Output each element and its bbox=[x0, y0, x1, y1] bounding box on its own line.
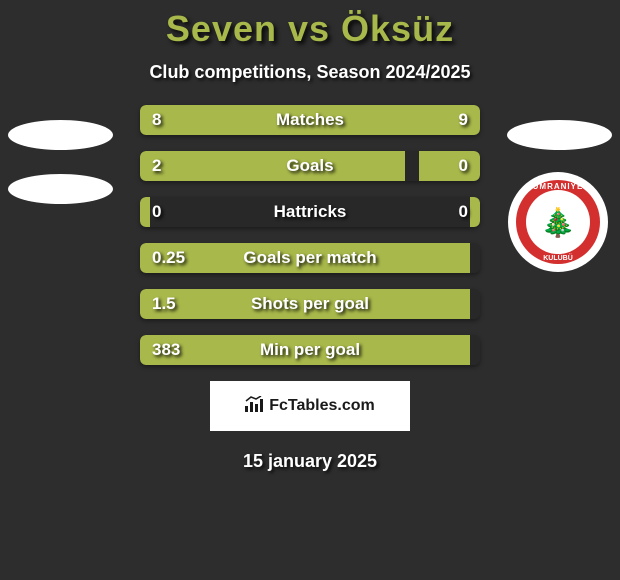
stat-label: Goals bbox=[286, 156, 333, 176]
bar-right bbox=[419, 151, 480, 181]
date-label: 15 january 2025 bbox=[0, 451, 620, 472]
stat-row: 0.25 Goals per match bbox=[140, 243, 480, 273]
club-badge: UMRANIYE 🎄 KULÜBÜ bbox=[508, 172, 608, 272]
footer-brand-box[interactable]: FcTables.com bbox=[210, 381, 410, 431]
bars-column: 8 Matches 9 2 Goals 0 0 Hattricks 0 0.25 Goals per… bbox=[140, 105, 480, 365]
stat-value-right: 0 bbox=[459, 156, 468, 176]
stat-label: Min per goal bbox=[260, 340, 360, 360]
badge-text-bottom: KULÜBÜ bbox=[543, 255, 573, 262]
stat-value-right: 9 bbox=[459, 110, 468, 130]
stat-row: 1.5 Shots per goal bbox=[140, 289, 480, 319]
player-left-avatar bbox=[8, 120, 113, 228]
stat-label: Matches bbox=[276, 110, 344, 130]
stat-label: Hattricks bbox=[274, 202, 347, 222]
chart-icon bbox=[245, 396, 265, 417]
stat-row: 2 Goals 0 bbox=[140, 151, 480, 181]
comparison-widget: Seven vs Öksüz Club competitions, Season… bbox=[0, 0, 620, 580]
badge-text-top: UMRANIYE bbox=[533, 182, 584, 191]
stat-value-left: 0.25 bbox=[152, 248, 185, 268]
stat-value-left: 0 bbox=[152, 202, 161, 222]
tree-icon: 🎄 bbox=[541, 206, 576, 239]
placeholder-shape bbox=[8, 174, 113, 204]
stat-row: 383 Min per goal bbox=[140, 335, 480, 365]
bar-left bbox=[140, 197, 150, 227]
footer-brand-label: FcTables.com bbox=[269, 397, 375, 415]
stat-value-left: 383 bbox=[152, 340, 180, 360]
placeholder-shape bbox=[507, 120, 612, 150]
stat-row: 0 Hattricks 0 bbox=[140, 197, 480, 227]
stat-row: 8 Matches 9 bbox=[140, 105, 480, 135]
stat-value-left: 2 bbox=[152, 156, 161, 176]
player-right-avatar bbox=[507, 120, 612, 174]
page-title: Seven vs Öksüz bbox=[0, 0, 620, 50]
stat-value-right: 0 bbox=[459, 202, 468, 222]
subtitle: Club competitions, Season 2024/2025 bbox=[0, 62, 620, 83]
stat-value-left: 8 bbox=[152, 110, 161, 130]
placeholder-shape bbox=[8, 120, 113, 150]
bar-left bbox=[140, 151, 405, 181]
bar-right bbox=[470, 197, 480, 227]
stat-label: Goals per match bbox=[243, 248, 376, 268]
stat-value-left: 1.5 bbox=[152, 294, 176, 314]
stat-label: Shots per goal bbox=[251, 294, 369, 314]
